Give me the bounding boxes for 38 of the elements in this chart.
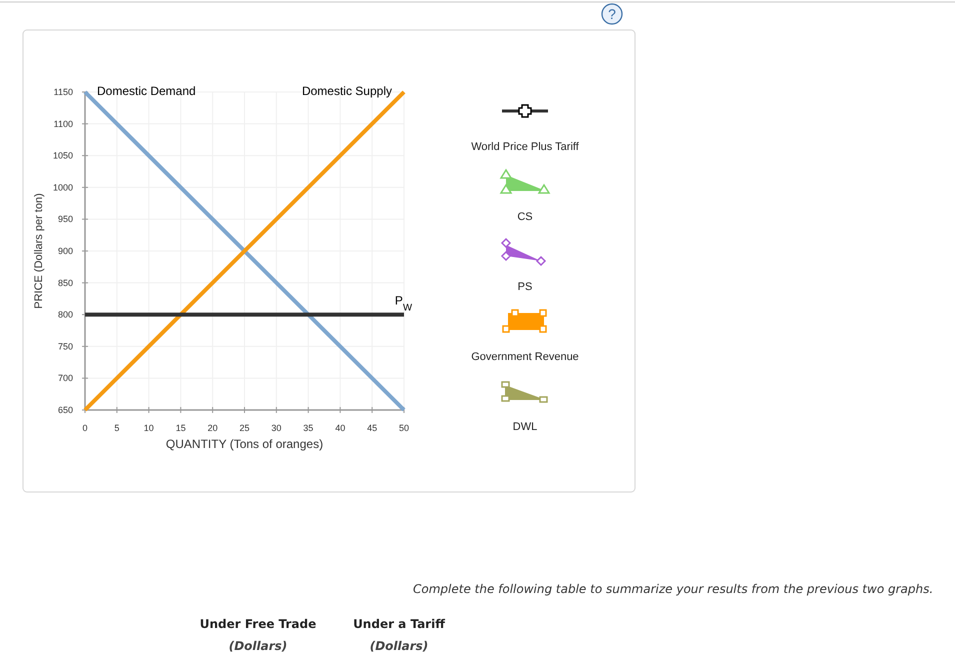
- help-icon: ?: [601, 3, 623, 25]
- y-tick-label: 750: [58, 341, 73, 352]
- text: CS: [517, 211, 533, 223]
- text: DWL: [512, 421, 538, 433]
- x-tick-label: 15: [176, 423, 186, 433]
- y-axis-title: PRICE (Dollars per ton): [33, 193, 45, 309]
- y-tick-label: 650: [58, 405, 73, 415]
- x-tick-label: 0: [82, 423, 88, 433]
- y-tick-label: 800: [58, 310, 73, 320]
- series-label: Domestic Supply: [302, 84, 392, 98]
- text: (Dollars): [370, 639, 428, 653]
- y-tick-label: 900: [58, 246, 73, 256]
- text: Under a Tariff: [353, 617, 446, 631]
- text: World Price Plus Tariff: [471, 141, 580, 153]
- x-tick-label: 45: [367, 423, 378, 433]
- x-tick-label: 25: [239, 423, 250, 433]
- y-tick-label: 700: [58, 373, 73, 384]
- text: (Dollars): [228, 639, 288, 653]
- x-tick-label: 30: [271, 423, 282, 433]
- text: Government Revenue: [471, 351, 579, 363]
- x-tick-label: 50: [398, 423, 410, 433]
- series-label: Domestic Demand: [97, 84, 196, 98]
- x-tick-label: 10: [144, 423, 154, 433]
- y-tick-label: 1100: [54, 118, 73, 129]
- y-tick-label: 850: [58, 278, 73, 288]
- text: PS: [518, 281, 532, 293]
- y-tick-label: 1150: [54, 87, 73, 97]
- y-tick-label: 950: [58, 214, 73, 224]
- text: Complete the following table to summarize your results from the previous two graphs.: [413, 582, 934, 596]
- x-tick-label: 5: [114, 423, 120, 433]
- x-tick-label: 20: [208, 423, 218, 433]
- x-tick-label: 35: [303, 423, 314, 433]
- series-label: P$_{W}$: [394, 294, 413, 314]
- text: Under Free Trade: [200, 617, 316, 631]
- y-tick-label: 1000: [52, 182, 73, 192]
- x-tick-label: 40: [335, 423, 346, 433]
- x-axis-title: QUANTITY (Tons of oranges): [166, 437, 324, 451]
- y-tick-label: 1050: [52, 150, 73, 161]
